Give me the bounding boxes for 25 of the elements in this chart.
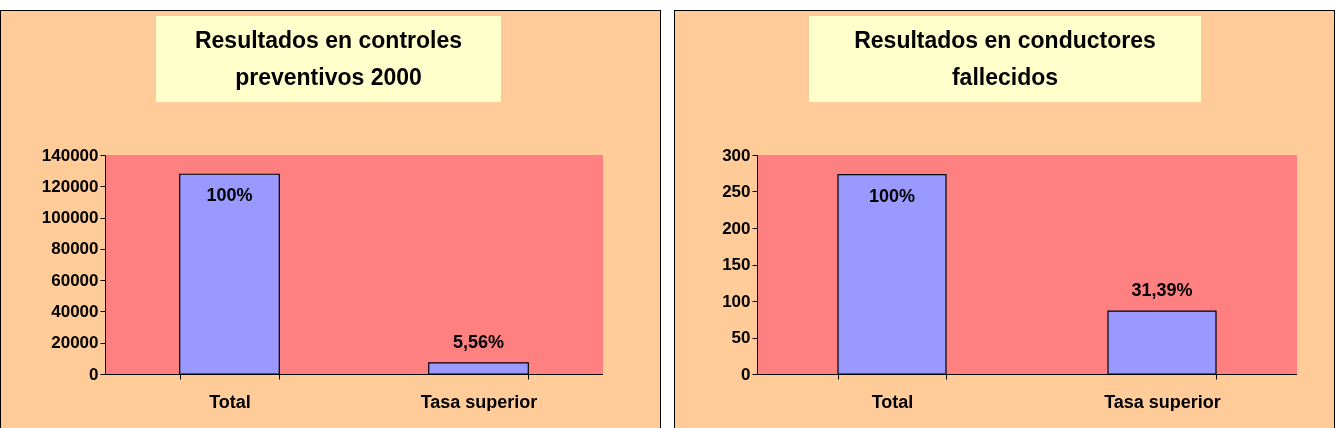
y-tick-label: 150: [722, 255, 751, 274]
annotation: 100%: [868, 185, 916, 206]
y-tick-label: 0: [89, 364, 99, 384]
y-tick-label: 100000: [41, 208, 99, 228]
chart-title: Resultados en controles preventivos 2000: [156, 16, 501, 102]
y-tick-label: 100: [722, 291, 751, 311]
y-tick-label: 200: [722, 218, 751, 238]
y-tick-label: 50: [731, 328, 751, 347]
y-tick-label: 20000: [51, 333, 99, 353]
y-tick-label: 250: [722, 182, 751, 201]
annotation: 5,56%: [452, 331, 505, 352]
x-tick-label: Tasa superior: [1104, 391, 1221, 412]
chart-title: Resultados en conductores fallecidos: [809, 16, 1201, 102]
y-tick-label: 80000: [51, 239, 99, 259]
annotation: 100%: [206, 185, 253, 206]
y-tick-label: 120000: [41, 176, 99, 196]
y-tick-label: 300: [722, 145, 751, 165]
y-tick-label: 40000: [51, 301, 99, 321]
annotation: 31,39%: [1131, 280, 1193, 301]
x-tick-label: Tasa superior: [420, 391, 538, 412]
x-tick-label: Total: [209, 391, 251, 412]
y-tick-label: 140000: [41, 145, 99, 165]
y-tick-label: 0: [741, 364, 751, 384]
y-tick-label: 60000: [51, 270, 99, 290]
x-tick-label: Total: [871, 391, 914, 412]
